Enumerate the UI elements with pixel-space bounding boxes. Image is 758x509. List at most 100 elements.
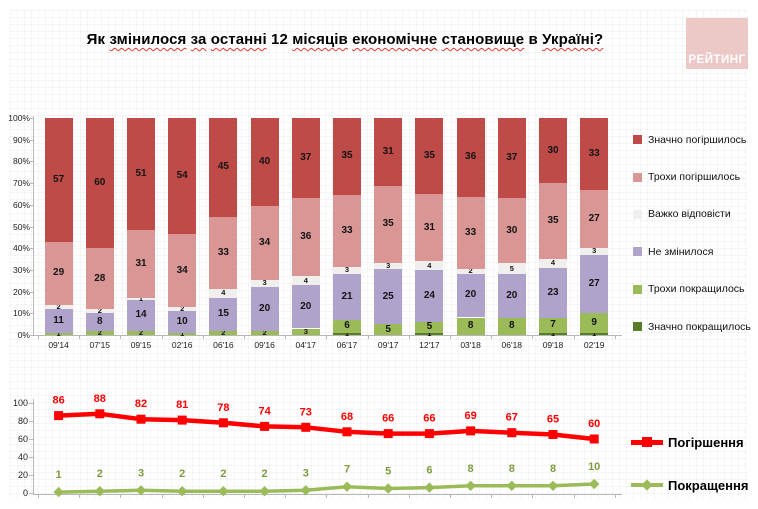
top-chart-x-tick xyxy=(491,336,493,339)
top-chart-x-tick xyxy=(38,336,39,339)
bar-segment-unchanged: 14 xyxy=(127,299,155,331)
bar-segment-much_worse: 45 xyxy=(209,118,238,217)
bar-segment-hard_to_say: 2 xyxy=(168,305,197,312)
bottom-chart-x-tick xyxy=(408,495,410,498)
top-chart-x-tick xyxy=(408,336,410,339)
bar-segment-slightly_worse: 28 xyxy=(85,248,114,309)
legend-item-better: Покращення xyxy=(631,473,748,497)
bar-segment-slightly_worse: 30 xyxy=(497,198,526,264)
bar-segment-unchanged: 20 xyxy=(291,285,320,329)
bottom-chart-y-tick xyxy=(29,421,33,422)
bottom-chart-x-tick xyxy=(614,495,616,498)
title-word: місяців xyxy=(292,31,348,48)
bar-segment-much_worse: 54 xyxy=(168,118,197,234)
top-chart-y-tick xyxy=(29,269,33,271)
bar-segment-unchanged: 27 xyxy=(580,254,609,314)
legend-swatch-hard_to_say xyxy=(633,209,642,219)
title-word: 12 xyxy=(271,31,288,48)
bottom-chart-x-tick xyxy=(38,495,39,498)
bottom-chart-y-tick xyxy=(29,475,33,476)
top-chart-x-tick xyxy=(202,336,204,339)
bar-segment-much_worse: 35 xyxy=(415,118,444,194)
legend-swatch-slightly_worse xyxy=(633,172,642,182)
top-chart-y-tick xyxy=(29,291,33,293)
top-chart-x-axis-label: 04'17 xyxy=(295,340,317,350)
logo-text: РЕЙТИНГ xyxy=(688,54,746,66)
legend-marker-better xyxy=(631,473,663,497)
top-chart-x-axis-line xyxy=(33,335,622,336)
legend-label: Значно погіршилось xyxy=(648,133,747,146)
top-chart-y-axis-line xyxy=(33,116,34,336)
bar-segment-much_worse: 30 xyxy=(539,118,567,184)
bar-segment-hard_to_say: 5 xyxy=(497,263,526,275)
top-chart-x-axis-label: 06'18 xyxy=(501,340,523,350)
top-chart-x-axis-label: 06'17 xyxy=(336,340,358,350)
bar-segment-much_worse: 31 xyxy=(374,118,403,186)
top-chart-x-tick xyxy=(285,336,287,339)
bar-segment-unchanged: 23 xyxy=(539,267,567,318)
legend-label: Покращення xyxy=(668,477,749,493)
bottom-chart-x-tick xyxy=(450,495,451,498)
bottom-chart-y-axis-line xyxy=(33,399,34,495)
bar-segment-unchanged: 10 xyxy=(168,311,197,333)
legend-swatch-slightly_improved xyxy=(633,284,642,294)
bottom-chart-x-axis-line xyxy=(33,494,622,495)
legend-item-hard_to_say: Важко відповісти xyxy=(633,196,751,233)
top-chart-y-axis-label: 40% xyxy=(12,243,30,254)
bar-segment-slightly_worse: 33 xyxy=(456,196,485,270)
bottom-chart-y-tick xyxy=(29,493,33,494)
legend-label: Трохи погіршилось xyxy=(648,171,741,184)
bar-segment-hard_to_say: 4 xyxy=(291,276,320,286)
bottom-chart-x-tick xyxy=(367,495,369,498)
legend-swatch-unchanged xyxy=(633,247,642,257)
bottom-chart-x-tick xyxy=(244,495,245,498)
bar-segment-unchanged: 20 xyxy=(456,273,485,318)
top-chart-y-axis-label: 70% xyxy=(12,178,30,189)
top-chart-y-tick xyxy=(29,248,33,250)
top-chart-x-axis-label: 07'15 xyxy=(89,340,111,350)
bar-segment-hard_to_say: 4 xyxy=(415,261,444,270)
bar-segment-hard_to_say: 2 xyxy=(456,267,485,275)
bar-segment-hard_to_say: 3 xyxy=(580,247,609,255)
bottom-chart-x-tick xyxy=(573,495,575,498)
bar-segment-much_worse: 33 xyxy=(580,118,609,190)
bottom-chart-x-tick xyxy=(79,495,81,498)
top-chart-y-tick xyxy=(29,313,33,315)
top-chart-x-axis-label: 09'14 xyxy=(48,340,69,350)
bar-segment-slightly_improved: 2 xyxy=(250,329,279,336)
bottom-chart-y-axis-label: 80 xyxy=(17,416,28,426)
bar-segment-slightly_worse: 35 xyxy=(539,183,567,259)
bar-segment-unchanged: 24 xyxy=(415,269,444,322)
top-chart-x-axis-label: 03'18 xyxy=(460,340,481,350)
bar-segment-hard_to_say: 2 xyxy=(85,307,114,314)
legend-item-worse: Погіршення xyxy=(631,430,744,454)
chart-title: Як змінилося за останні 12 місяців еконо… xyxy=(50,31,640,48)
top-chart-x-axis-label: 06'16 xyxy=(213,340,234,350)
legend-label: Трохи покращилось xyxy=(648,283,745,296)
bottom-chart-x-tick xyxy=(161,495,163,498)
bottom-chart-y-axis-label: 20 xyxy=(17,470,28,480)
bottom-chart-x-tick xyxy=(326,495,328,498)
legend-item-slightly_improved: Трохи покращилось xyxy=(633,271,751,308)
bar-segment-hard_to_say: 3 xyxy=(333,266,361,274)
bar-segment-unchanged: 25 xyxy=(374,269,403,324)
top-chart-x-tick xyxy=(326,336,328,339)
bar-segment-slightly_improved: 2 xyxy=(85,329,114,336)
legend-swatch-much_improved xyxy=(633,322,642,332)
bar-segment-much_worse: 37 xyxy=(497,118,526,199)
legend-swatch-much_worse xyxy=(633,135,642,145)
bottom-chart-x-tick xyxy=(120,495,122,498)
bar-segment-slightly_improved: 1 xyxy=(44,330,73,337)
rating-group-logo: РЕЙТИНГ xyxy=(686,18,748,69)
bar-segment-slightly_improved: 2 xyxy=(127,329,155,336)
legend-label: Погіршення xyxy=(668,434,744,450)
bar-segment-much_worse: 57 xyxy=(44,118,73,242)
bottom-chart-x-tick xyxy=(285,495,287,498)
bar-segment-much_improved: 1 xyxy=(580,330,609,337)
bottom-chart-x-tick xyxy=(491,495,493,498)
top-chart-x-axis-label: 02'16 xyxy=(171,340,193,350)
stacked-bar-legend: Значно погіршилось Трохи погіршилось Важко… xyxy=(633,121,751,345)
top-chart-x-tick xyxy=(450,336,451,339)
top-chart-x-tick xyxy=(532,336,534,339)
bar-segment-slightly_improved: 8 xyxy=(497,317,526,335)
